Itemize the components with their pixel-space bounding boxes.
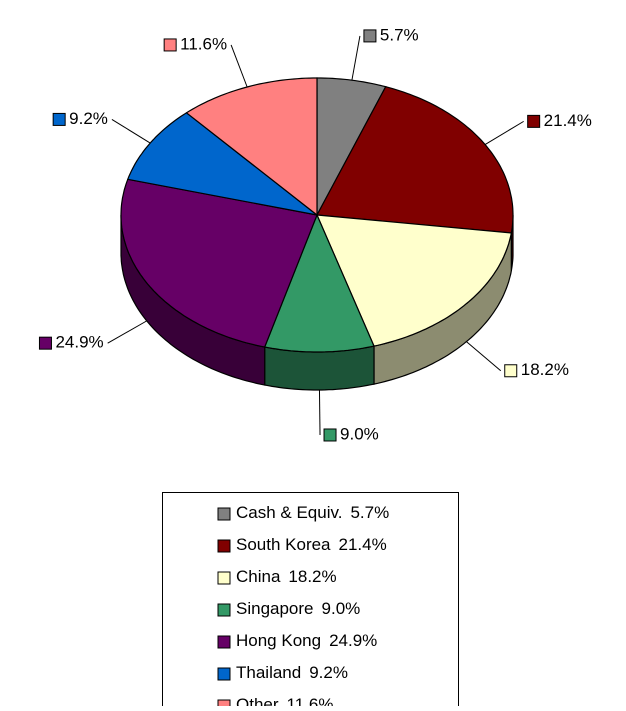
legend-name: South Korea xyxy=(236,535,331,554)
leader-line xyxy=(107,320,147,344)
legend-swatch xyxy=(217,635,231,649)
legend-swatch xyxy=(217,571,231,585)
legend-entry: Hong Kong 24.9% xyxy=(236,631,377,650)
legend-entry: Thailand 9.2% xyxy=(236,663,348,682)
legend-swatch xyxy=(217,667,231,681)
legend-entry: Singapore 9.0% xyxy=(236,599,360,618)
data-label-text: 21.4% xyxy=(544,111,592,130)
leader-line xyxy=(484,120,524,145)
legend-entry: China 18.2% xyxy=(236,567,337,586)
label-swatch xyxy=(163,38,177,52)
data-label-text: 5.7% xyxy=(380,25,419,44)
leader-line xyxy=(351,35,361,81)
legend-entry: Other 11.6% xyxy=(236,695,333,706)
data-label-text: 9.2% xyxy=(69,109,108,128)
data-label: 21.4% xyxy=(527,111,592,130)
label-swatch xyxy=(504,364,518,378)
leader-line xyxy=(111,118,151,144)
slice-side xyxy=(264,345,375,391)
slice xyxy=(185,77,318,217)
legend-value: 5.7% xyxy=(350,503,389,522)
leader-line xyxy=(466,341,502,372)
data-label-text: 11.6% xyxy=(180,34,227,53)
legend-value: 9.2% xyxy=(309,663,348,682)
legend-swatch xyxy=(217,507,231,521)
slice xyxy=(120,178,318,348)
legend-entry: South Korea 21.4% xyxy=(236,535,387,554)
data-label: 24.9% xyxy=(38,333,104,352)
data-label-text: 18.2% xyxy=(521,360,569,379)
data-label: 18.2% xyxy=(504,360,569,379)
label-swatch xyxy=(363,29,377,43)
slice xyxy=(263,213,375,353)
legend-value: 21.4% xyxy=(339,535,387,554)
legend-value: 24.9% xyxy=(329,631,377,650)
data-label: 5.7% xyxy=(363,25,419,44)
legend-name: Other xyxy=(236,695,279,706)
legend-swatch xyxy=(217,603,231,617)
legend-name: Thailand xyxy=(236,663,301,682)
legend-value: 9.0% xyxy=(322,599,361,618)
leader-line xyxy=(318,389,321,435)
leader-line xyxy=(230,44,248,88)
label-swatch xyxy=(527,114,541,128)
legend-swatch xyxy=(217,539,231,553)
legend-name: China xyxy=(236,567,281,586)
label-swatch xyxy=(52,112,66,126)
legend-name: Hong Kong xyxy=(236,631,321,650)
legend-value: 18.2% xyxy=(288,567,336,586)
legend-name: Cash & Equiv. xyxy=(236,503,342,522)
legend-entry: Cash & Equiv. 5.7% xyxy=(236,503,389,522)
legend-value: 11.6% xyxy=(287,695,334,706)
slice xyxy=(316,77,387,216)
data-label-text: 24.9% xyxy=(55,333,103,352)
legend-swatch xyxy=(217,699,231,711)
data-label: 11.6% xyxy=(163,34,227,53)
data-label-text: 9.0% xyxy=(340,424,379,443)
data-label: 9.2% xyxy=(52,109,108,128)
label-swatch xyxy=(38,336,52,350)
label-swatch xyxy=(323,428,337,442)
legend-box xyxy=(162,492,459,711)
legend-name: Singapore xyxy=(236,599,314,618)
slice xyxy=(316,214,513,347)
data-label: 9.0% xyxy=(323,424,379,443)
